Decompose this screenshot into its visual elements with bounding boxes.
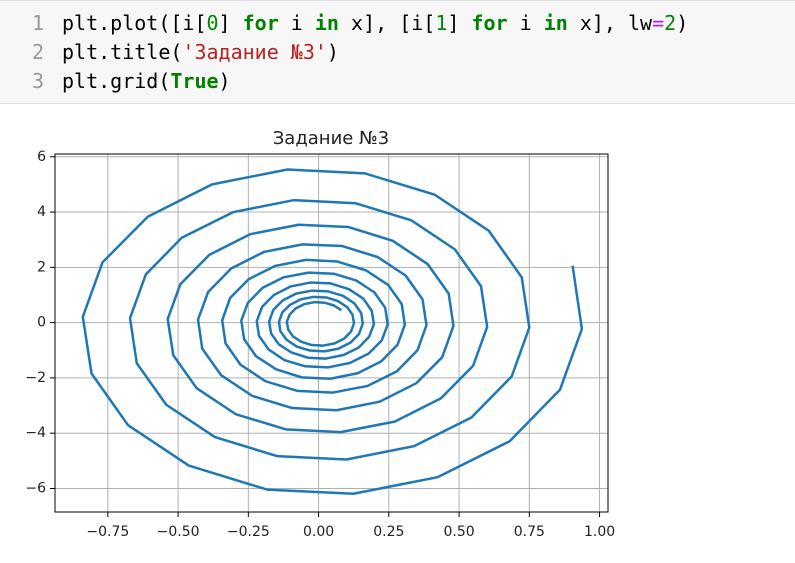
code-token: plt.plot([i[ [62, 11, 207, 35]
code-token: ] [218, 11, 243, 35]
code-cell[interactable]: 1 2 3 plt.plot([i[0] for i in x], [i[1] for… [0, 0, 795, 104]
x-tick-label: 0.00 [303, 524, 334, 540]
y-tick-label: 6 [37, 149, 46, 165]
y-tick-label: −6 [25, 481, 46, 497]
code-token: in [543, 11, 568, 35]
code-line: plt.grid(True) [62, 69, 231, 93]
y-tick-label: 2 [37, 259, 46, 275]
code-line: plt.plot([i[0] for i in x], [i[1] for i … [62, 11, 688, 35]
data-line [81, 168, 584, 495]
x-tick-label: −0.50 [157, 524, 200, 540]
code-token: x], lw [567, 11, 653, 35]
code-line: plt.title('Задание №3') [62, 40, 339, 64]
code-token: in [314, 11, 339, 35]
code-token: ) [676, 11, 689, 35]
y-tick-label: 4 [37, 204, 46, 220]
line-number: 2 [31, 40, 44, 64]
line-number: 1 [31, 11, 44, 35]
code-token: plt.grid( [62, 69, 171, 93]
code-token: plt.title( [62, 40, 183, 64]
y-tick-label: −4 [25, 425, 46, 441]
code-token: 1 [435, 11, 448, 35]
x-tick-label: 0.50 [443, 524, 474, 540]
x-tick-label: 0.75 [514, 524, 545, 540]
code-token: for [471, 11, 508, 35]
code-token: ] [447, 11, 472, 35]
line-number: 3 [31, 69, 44, 93]
code-token: ) [218, 69, 231, 93]
code-token: = [652, 11, 665, 35]
x-tick-label: −0.75 [86, 524, 129, 540]
y-tick-label: 0 [37, 315, 46, 331]
code-token: x], [i[ [338, 11, 436, 35]
x-tick-label: 0.25 [373, 524, 404, 540]
code-token: 0 [206, 11, 219, 35]
code-token: 2 [664, 11, 677, 35]
code-token: True [170, 69, 219, 93]
code-token: for [242, 11, 279, 35]
code-token: i [507, 11, 544, 35]
code-token: i [278, 11, 315, 35]
x-tick-label: −0.25 [227, 524, 270, 540]
y-tick-label: −2 [25, 370, 46, 386]
code-token: 'Задание №3' [182, 40, 327, 64]
chart-title: Задание №3 [273, 128, 389, 149]
code-token: ) [326, 40, 339, 64]
x-tick-label: 1.00 [584, 524, 615, 540]
plot-frame [54, 153, 609, 513]
